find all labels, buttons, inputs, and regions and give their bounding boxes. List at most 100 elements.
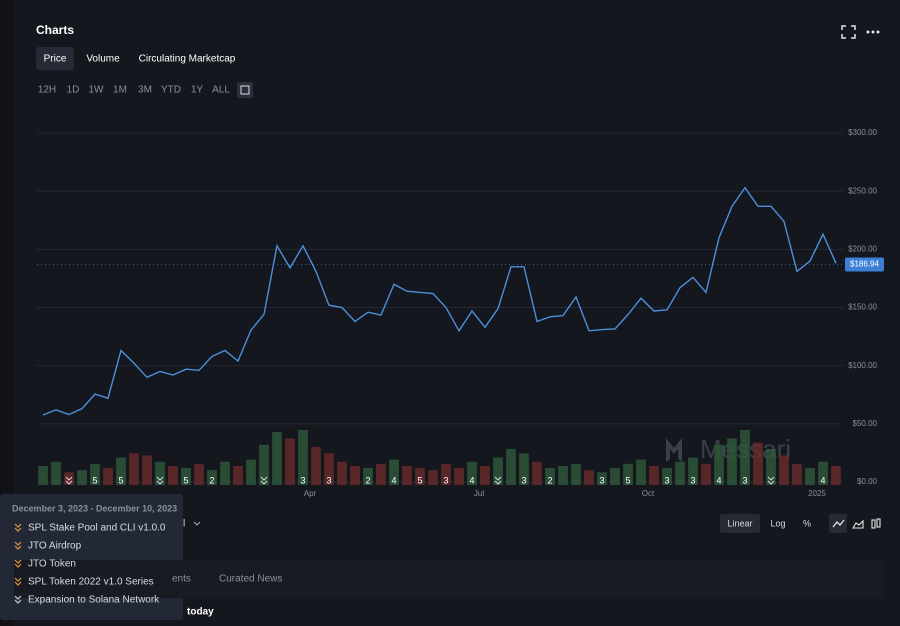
- range-button[interactable]: 1M: [113, 85, 127, 96]
- range-button[interactable]: 1Y: [191, 85, 204, 96]
- volume-bar: [831, 465, 841, 485]
- event-count[interactable]: 3: [690, 475, 695, 485]
- tooltip-item: SPL Token 2022 v1.0 Series: [28, 577, 154, 588]
- event-count[interactable]: 3: [300, 475, 305, 485]
- volume-bar: [350, 465, 360, 485]
- tooltip-item-icon: [14, 523, 22, 532]
- event-count[interactable]: 3: [742, 475, 747, 485]
- volume-bar: [662, 468, 672, 485]
- event-icon[interactable]: [260, 476, 268, 485]
- volume-bar: [519, 453, 529, 485]
- volume-bar: [363, 468, 373, 485]
- tab[interactable]: Price: [44, 54, 67, 65]
- event-count[interactable]: 2: [209, 475, 214, 485]
- range-button[interactable]: 12H: [38, 85, 56, 96]
- volume-bar: [272, 432, 282, 485]
- left-strip: [0, 0, 14, 626]
- volume-bar: [441, 463, 451, 485]
- fullscreen-icon[interactable]: [841, 25, 856, 39]
- x-tick-label: Oct: [642, 489, 655, 498]
- event-count[interactable]: 3: [664, 475, 669, 485]
- volume-bar: [480, 465, 490, 485]
- y-tick-label: $50.00: [853, 419, 878, 428]
- volume-bar: [51, 461, 61, 485]
- range-button[interactable]: YTD: [161, 85, 181, 96]
- volume-bar: [90, 463, 100, 485]
- volume-bar: [532, 461, 542, 485]
- volume-bar: [701, 463, 711, 485]
- volume-bar: [220, 461, 230, 485]
- bottom-tab[interactable]: ents: [172, 574, 191, 585]
- event-count[interactable]: 5: [417, 475, 422, 485]
- dropdown-label[interactable]: l: [183, 519, 185, 530]
- volume-bar: [610, 468, 620, 485]
- candle-chart-icon[interactable]: [871, 518, 881, 529]
- volume-bar: [597, 472, 607, 485]
- volume-bar: [688, 457, 698, 485]
- volume-bar: [181, 468, 191, 485]
- last-price-label: $186.94: [850, 260, 879, 269]
- range-button[interactable]: ALL: [212, 85, 230, 96]
- volume-bar: [207, 470, 217, 485]
- scale-button[interactable]: Linear: [727, 518, 752, 528]
- volume-bar: [493, 457, 503, 485]
- event-count[interactable]: 5: [92, 475, 97, 485]
- event-count[interactable]: 2: [365, 475, 370, 485]
- volume-bar: [64, 472, 74, 485]
- y-tick-label: $100.00: [848, 361, 877, 370]
- volume-bar: [389, 459, 399, 485]
- event-count[interactable]: 2: [547, 475, 552, 485]
- event-count[interactable]: 3: [326, 475, 331, 485]
- event-icon[interactable]: [156, 476, 164, 485]
- y-tick-label: $200.00: [848, 244, 877, 253]
- event-count[interactable]: 4: [716, 475, 721, 485]
- volume-bar: [558, 465, 568, 485]
- tab[interactable]: Circulating Marketcap: [139, 54, 236, 65]
- tooltip-item-icon: [14, 577, 22, 586]
- tooltip-item-icon: [14, 595, 22, 604]
- volume-bar: [649, 465, 659, 485]
- event-count[interactable]: 3: [521, 475, 526, 485]
- event-count[interactable]: 3: [443, 475, 448, 485]
- event-count[interactable]: 4: [820, 475, 825, 485]
- event-count[interactable]: 3: [599, 475, 604, 485]
- scale-button[interactable]: %: [803, 518, 811, 528]
- tooltip-title: December 3, 2023 - December 10, 2023: [12, 503, 177, 513]
- range-button[interactable]: 1W: [89, 85, 105, 96]
- event-icon[interactable]: [767, 476, 775, 485]
- calendar-button[interactable]: [237, 82, 253, 98]
- bottom-tab[interactable]: Curated News: [219, 574, 282, 585]
- volume-bar: [116, 457, 126, 485]
- volume-bar: [467, 461, 477, 485]
- range-button[interactable]: 1D: [67, 85, 80, 96]
- event-count[interactable]: 5: [183, 475, 188, 485]
- volume-bar: [740, 430, 750, 485]
- event-count[interactable]: 4: [469, 475, 474, 485]
- volume-bar: [792, 463, 802, 485]
- event-icon[interactable]: [65, 476, 73, 485]
- active-tab-bg: [36, 47, 74, 70]
- linear-button-bg: [720, 514, 760, 533]
- event-icon[interactable]: [494, 476, 502, 485]
- tab[interactable]: Volume: [86, 54, 120, 65]
- price-line: [42, 186, 837, 416]
- tooltip-item: SPL Stake Pool and CLI v1.0.0: [28, 523, 166, 534]
- event-count[interactable]: 4: [391, 475, 396, 485]
- volume-bar: [337, 461, 347, 485]
- scale-button[interactable]: Log: [770, 518, 785, 528]
- x-tick-label: 2025: [808, 489, 826, 498]
- area-chart-icon[interactable]: [852, 519, 864, 529]
- volume-bar: [415, 468, 425, 485]
- tooltip-item-icon: [14, 559, 22, 568]
- line-chart-icon[interactable]: [832, 519, 845, 528]
- dropdown-chevron[interactable]: [193, 521, 201, 526]
- section-title: today: [187, 607, 214, 618]
- volume-bar: [675, 461, 685, 485]
- tooltip-item: JTO Airdrop: [28, 541, 82, 552]
- volume-bar: [298, 430, 308, 485]
- event-count[interactable]: 5: [625, 475, 630, 485]
- event-count[interactable]: 5: [118, 475, 123, 485]
- more-icon[interactable]: [866, 30, 880, 34]
- volume-bar: [246, 459, 256, 485]
- range-button[interactable]: 3M: [138, 85, 152, 96]
